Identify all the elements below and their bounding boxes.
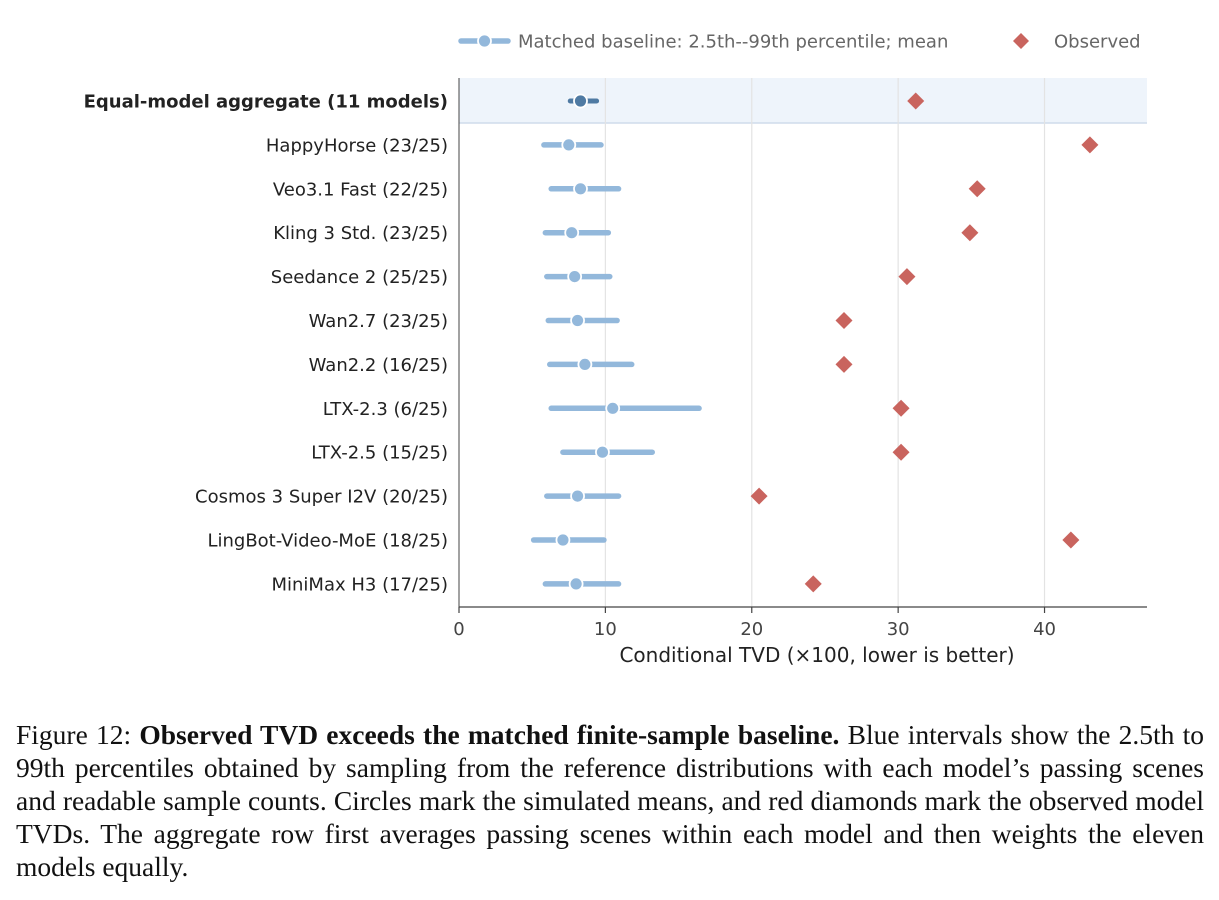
baseline-mean-dot (573, 181, 588, 197)
row-label: Wan2.7 (23/25) (309, 311, 448, 332)
observed-diamond (804, 575, 822, 593)
x-tick-label-20: 20 (740, 619, 763, 640)
row-label: HappyHorse (23/25) (266, 135, 448, 156)
observed-diamond (961, 224, 979, 242)
caption-title: Observed TVD exceeds the matched finite-… (139, 719, 840, 750)
observed-diamond (1081, 136, 1099, 154)
x-axis-label: Conditional TVD (×100, lower is better) (619, 643, 1014, 667)
row-label: Veo3.1 Fast (22/25) (273, 179, 448, 200)
baseline-mean-dot (595, 444, 610, 460)
observed-diamond (892, 399, 910, 417)
baseline-mean-dot (605, 400, 621, 416)
baseline-mean-dot (561, 137, 577, 153)
x-tick-label-10: 10 (594, 619, 617, 640)
baseline-mean-dot (577, 356, 593, 372)
legend-label-observed: Observed (1054, 32, 1141, 53)
observed-diamond (898, 268, 916, 286)
figure-caption: Figure 12: Observed TVD exceeds the matc… (16, 718, 1204, 883)
x-tick-label-0: 0 (453, 619, 464, 640)
caption-prefix: Figure 12: (16, 719, 140, 750)
baseline-mean-dot (570, 488, 585, 504)
caption-body: Blue intervals show the 2.5th to 99th pe… (16, 719, 1204, 882)
row-label: LTX-2.3 (6/25) (323, 399, 448, 420)
observed-diamond (907, 92, 925, 110)
observed-diamond (835, 355, 853, 373)
row-label: LingBot-Video-MoE (18/25) (207, 531, 448, 552)
row-label: MiniMax H3 (17/25) (271, 574, 448, 595)
baseline-mean-dot (573, 93, 588, 109)
baseline-mean-dot (555, 532, 571, 548)
x-tick-label-30: 30 (887, 619, 910, 640)
row-label: Seedance 2 (25/25) (271, 267, 448, 288)
baseline-mean-dot (568, 576, 584, 592)
row-label: Wan2.2 (16/25) (309, 355, 448, 376)
row-label: Kling 3 Std. (23/25) (273, 223, 448, 244)
row-label: Equal-model aggregate (11 models) (84, 92, 448, 113)
observed-diamond (835, 312, 853, 329)
observed-diamond (968, 180, 986, 198)
observed-diamond (1062, 531, 1080, 549)
legend-observed-swatch (1013, 33, 1029, 49)
legend-label-baseline: Matched baseline: 2.5th--99th percentile… (518, 32, 948, 53)
tvd-dot-interval-chart: 0 10 20 30 40 Conditional TVD (×100, lower is… (84, 32, 1147, 667)
observed-diamond (750, 487, 768, 505)
baseline-mean-dot (570, 313, 585, 328)
baseline-mean-dot (564, 225, 580, 241)
x-tick-label-40: 40 (1033, 619, 1056, 640)
aggregate-highlight-band (459, 78, 1147, 123)
observed-diamond (892, 443, 910, 461)
row-label: Cosmos 3 Super I2V (20/25) (195, 487, 448, 508)
baseline-mean-dot (567, 269, 583, 285)
legend-mean-swatch (477, 33, 492, 49)
row-label: LTX-2.5 (15/25) (311, 443, 448, 464)
